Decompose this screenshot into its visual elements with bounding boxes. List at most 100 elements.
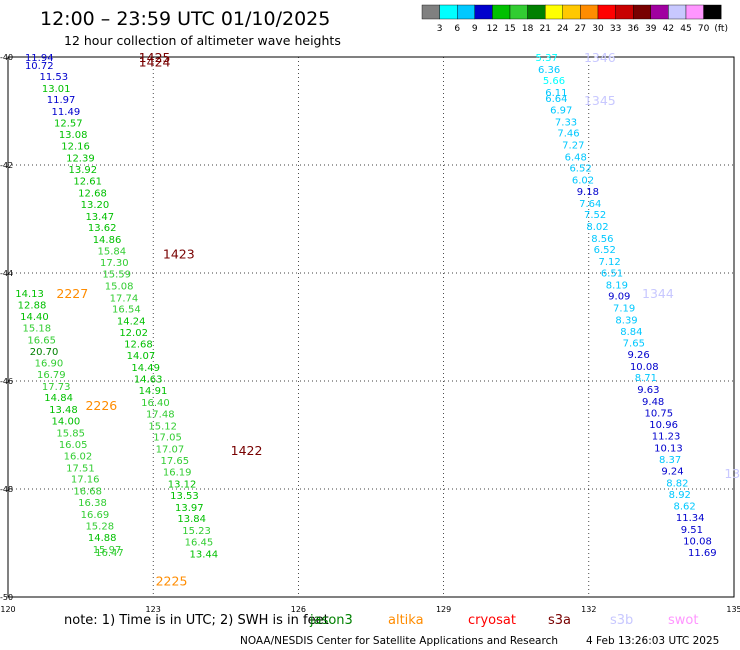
satellite-legend-label: s3b — [610, 613, 633, 628]
track-label: 1423 — [163, 247, 195, 262]
colorbar-legend: 3 6 9 12 15 18 21 24 27 30 33 36 39 42 45 70 (ft) — [421, 4, 728, 34]
wave-height-label: 14.40 — [20, 312, 49, 323]
wave-height-label: 11.34 — [676, 513, 705, 524]
wave-height-label: 13.97 — [175, 503, 204, 514]
wave-height-label: 12.57 — [54, 118, 83, 129]
wave-height-label: 20.70 — [30, 347, 59, 358]
wave-height-label: 7.27 — [562, 140, 584, 151]
wave-height-label: 16.65 — [27, 335, 56, 346]
wave-height-label: 5.37 — [536, 53, 558, 64]
track-label: 2226 — [85, 398, 117, 413]
wave-height-label: 17.48 — [146, 409, 175, 420]
wave-height-label: 16.05 — [59, 440, 88, 451]
wave-height-label: 9.09 — [608, 292, 630, 303]
colorbar-swatch — [509, 4, 528, 20]
wave-height-label: 10.96 — [649, 420, 678, 431]
colorbar-swatch — [562, 4, 581, 20]
wave-height-label: 13.62 — [88, 223, 117, 234]
colorbar-swatch — [492, 4, 511, 20]
wave-height-label: 9.51 — [681, 525, 703, 536]
colorbar-swatch — [633, 4, 652, 20]
colorbar-label: 24 — [557, 24, 569, 34]
wave-height-label: 6.97 — [550, 105, 572, 116]
track-label: 1345 — [584, 93, 616, 108]
colorbar-swatch — [474, 4, 493, 20]
wave-height-label: 14.13 — [15, 289, 44, 300]
credit-text: NOAA/NESDIS Center for Satellite Applica… — [240, 635, 558, 647]
colorbar-label: 30 — [592, 24, 604, 34]
colorbar-swatch — [580, 4, 599, 20]
wave-height-label: 16.38 — [78, 498, 107, 509]
wave-height-label: 13.20 — [81, 200, 110, 211]
wave-height-label: 14.00 — [52, 416, 81, 427]
track-label: 1425 — [139, 50, 171, 65]
wave-height-label: 8.37 — [659, 455, 681, 466]
wave-height-label: 17.07 — [156, 445, 185, 456]
colorbar-swatch — [439, 4, 458, 20]
y-tick-label: -46 — [0, 377, 13, 386]
colorbar-label: 21 — [539, 24, 550, 34]
track-label: 2227 — [56, 286, 88, 301]
wave-height-label: 16.54 — [112, 305, 141, 316]
track-label: 1424 — [139, 54, 171, 69]
wave-height-label: 9.18 — [577, 187, 599, 198]
wave-height-label: 12.68 — [124, 340, 153, 351]
wave-height-label: 17.05 — [153, 433, 182, 444]
wave-height-label: 8.19 — [606, 280, 628, 291]
colorbar-label: 70 — [698, 24, 710, 34]
track-label: 1346 — [584, 50, 616, 65]
wave-height-label: 17.74 — [110, 293, 139, 304]
wave-height-label: 10.08 — [683, 536, 712, 547]
track-label: 134 — [724, 466, 740, 481]
wave-height-label: 9.63 — [637, 385, 659, 396]
wave-height-label: 17.65 — [160, 456, 189, 467]
wave-height-label: 15.97 — [93, 545, 122, 556]
wave-height-label: 9.24 — [661, 467, 683, 478]
wave-height-label: 8.92 — [669, 490, 691, 501]
wave-height-label: 13.47 — [85, 212, 114, 223]
wave-height-label: 12.61 — [73, 177, 102, 188]
satellite-legend-label: cryosat — [468, 613, 516, 628]
colorbar-swatch — [545, 4, 564, 20]
wave-height-label: 14.88 — [88, 533, 117, 544]
wave-height-label: 13.48 — [49, 405, 78, 416]
wave-height-label: 12.68 — [78, 189, 107, 200]
colorbar-swatch — [527, 4, 546, 20]
wave-height-label: 12.16 — [61, 142, 90, 153]
wave-height-label: 15.23 — [182, 526, 211, 537]
colorbar-swatch — [685, 4, 704, 20]
y-axis-ticks: -40 -42 -44 -46 -48 -50 — [0, 53, 13, 602]
wave-height-label: 16.79 — [37, 370, 66, 381]
wave-height-label: 15.18 — [23, 324, 52, 335]
wave-height-label: 13.12 — [168, 480, 197, 491]
wave-height-label: 13.84 — [177, 514, 206, 525]
wave-height-label: 7.65 — [623, 339, 645, 350]
chart-title: 12:00 – 23:59 UTC 01/10/2025 — [40, 8, 330, 30]
wave-height-label: 8.56 — [591, 234, 613, 245]
colorbar-label: 12 — [487, 24, 498, 34]
wave-height-label: 6.36 — [538, 65, 560, 76]
wave-height-label: 14.49 — [131, 363, 160, 374]
satellite-legend-label: jason3 — [309, 613, 353, 628]
wave-height-label: 8.84 — [620, 327, 642, 338]
satellite-legend: jason3 altika cryosat s3a s3b swot — [309, 613, 698, 628]
x-tick-label: 120 — [0, 605, 15, 614]
wave-height-label: 13.92 — [69, 165, 98, 176]
wave-height-label: 16.19 — [163, 468, 192, 479]
wave-height-label: 11.49 — [52, 107, 81, 118]
grid-lines — [8, 57, 734, 597]
wave-height-label: 15.84 — [98, 246, 127, 257]
wave-height-label: 13.44 — [190, 549, 219, 560]
colorbar-label: 42 — [663, 24, 674, 34]
wave-height-label: 16.40 — [141, 398, 170, 409]
wave-height-label: 9.48 — [642, 397, 664, 408]
wave-height-label: 12.39 — [66, 153, 95, 164]
wave-height-label: 12.02 — [119, 328, 148, 339]
wave-height-label: 10.72 — [25, 61, 54, 72]
x-tick-label: 123 — [146, 605, 161, 614]
y-tick-label: -48 — [0, 485, 13, 494]
wave-height-label: 15.08 — [105, 281, 134, 292]
y-tick-label: -50 — [0, 593, 13, 602]
wave-height-label: 6.52 — [569, 164, 591, 175]
